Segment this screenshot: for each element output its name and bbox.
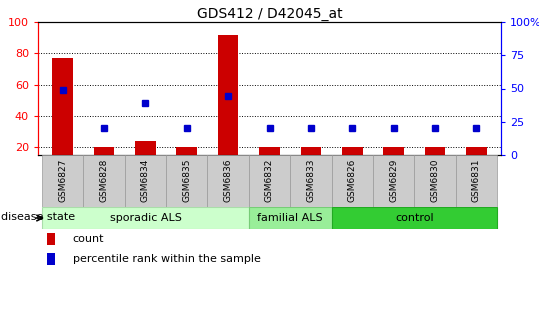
Bar (47, 233, 55, 245)
Bar (414, 155, 455, 207)
Text: GSM6829: GSM6829 (389, 158, 398, 202)
Text: familial ALS: familial ALS (257, 213, 323, 223)
Bar (176, 147, 197, 155)
Text: GSM6832: GSM6832 (265, 158, 274, 202)
Bar (301, 147, 321, 155)
Text: GSM6830: GSM6830 (430, 158, 439, 202)
Bar (466, 147, 487, 155)
Text: GSM6831: GSM6831 (472, 158, 481, 202)
Bar (47, 253, 55, 265)
Bar (166, 155, 208, 207)
Bar (342, 147, 363, 155)
Text: disease state: disease state (1, 212, 75, 222)
Text: GSM6828: GSM6828 (100, 158, 109, 202)
Bar (383, 147, 404, 155)
Bar (249, 155, 290, 207)
Text: percentile rank within the sample: percentile rank within the sample (73, 254, 260, 264)
Bar (218, 35, 238, 155)
Bar (290, 155, 331, 207)
Bar (425, 147, 445, 155)
Text: sporadic ALS: sporadic ALS (109, 213, 182, 223)
Text: count: count (73, 234, 104, 244)
Bar (125, 155, 166, 207)
Bar (94, 147, 114, 155)
Bar (208, 155, 249, 207)
Text: GSM6826: GSM6826 (348, 158, 357, 202)
Text: GSM6834: GSM6834 (141, 158, 150, 202)
Text: control: control (395, 213, 433, 223)
Bar (84, 155, 125, 207)
Bar (42, 155, 84, 207)
Text: GSM6833: GSM6833 (306, 158, 315, 202)
Bar (373, 155, 414, 207)
Bar (52, 58, 73, 155)
Bar (249, 207, 331, 229)
Bar (455, 155, 497, 207)
Text: GSM6835: GSM6835 (182, 158, 191, 202)
Bar (331, 155, 373, 207)
Bar (135, 141, 156, 155)
Bar (42, 207, 249, 229)
Bar (259, 147, 280, 155)
Text: GSM6836: GSM6836 (224, 158, 233, 202)
Bar (331, 207, 497, 229)
Title: GDS412 / D42045_at: GDS412 / D42045_at (197, 7, 342, 21)
Text: GSM6827: GSM6827 (58, 158, 67, 202)
